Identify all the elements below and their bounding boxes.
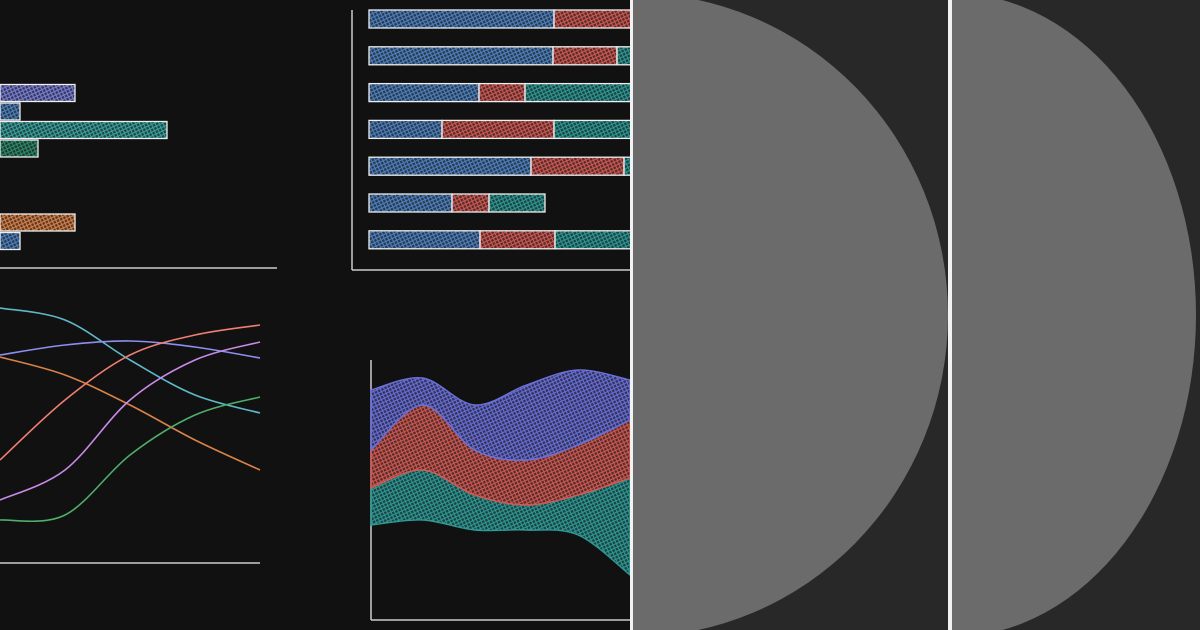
bar-segment xyxy=(554,230,630,250)
line xyxy=(0,307,261,414)
line xyxy=(0,341,261,501)
line-chart xyxy=(0,307,261,564)
bar-segment xyxy=(524,82,630,103)
bar-segment xyxy=(479,230,556,250)
bar-segment xyxy=(616,46,630,66)
bar-segment xyxy=(368,230,481,250)
bar-segment xyxy=(368,156,532,176)
bar-segment xyxy=(368,46,554,66)
line xyxy=(0,356,261,471)
bar-segment xyxy=(368,82,480,103)
bar-segment xyxy=(623,156,630,176)
bar-segment xyxy=(553,9,630,29)
bar xyxy=(0,231,21,251)
bar-segment xyxy=(553,119,630,140)
half-circle xyxy=(952,0,1196,630)
line xyxy=(0,324,261,461)
bar-segment xyxy=(368,9,555,29)
line xyxy=(0,340,261,359)
bar xyxy=(0,120,168,140)
stream-layer xyxy=(370,369,630,461)
bar-segment xyxy=(478,82,526,103)
bar-segment xyxy=(530,156,625,176)
charts xyxy=(0,9,630,621)
bar-segment xyxy=(368,193,453,213)
bar xyxy=(0,139,39,158)
bar-segment xyxy=(368,119,443,140)
bar-segment xyxy=(441,119,555,140)
stream-chart xyxy=(370,360,630,621)
stacked-bar-chart xyxy=(351,9,630,271)
bar-segment xyxy=(552,46,618,66)
line xyxy=(0,396,261,523)
bar xyxy=(0,102,21,121)
bar-segment xyxy=(451,193,490,213)
bar-chart xyxy=(0,83,277,269)
bar-segment xyxy=(488,193,546,213)
half-circle xyxy=(633,0,948,630)
bar xyxy=(0,83,76,103)
bar xyxy=(0,213,76,232)
